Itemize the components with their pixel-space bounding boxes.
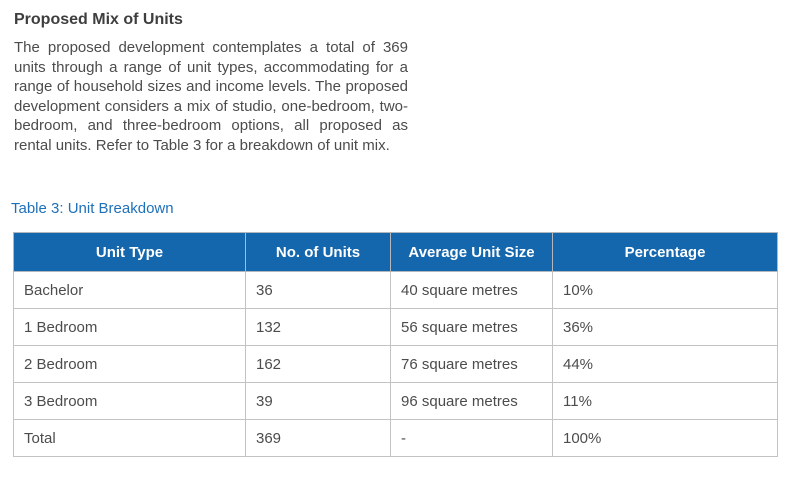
column-header-average-unit-size: Average Unit Size bbox=[390, 232, 553, 272]
column-header-percentage: Percentage bbox=[552, 232, 778, 272]
unit-breakdown-table: Unit Type No. of Units Average Unit Size… bbox=[13, 232, 778, 457]
cell-percentage: 44% bbox=[552, 345, 778, 383]
table-header-row: Unit Type No. of Units Average Unit Size… bbox=[13, 232, 778, 272]
table-row: 1 Bedroom 132 56 square metres 36% bbox=[13, 308, 778, 346]
section-heading: Proposed Mix of Units bbox=[14, 11, 183, 28]
cell-percentage: 36% bbox=[552, 308, 778, 346]
cell-average-unit-size: 76 square metres bbox=[390, 345, 553, 383]
cell-percentage: 100% bbox=[552, 419, 778, 457]
cell-unit-type: 3 Bedroom bbox=[13, 382, 246, 420]
cell-no-of-units: 369 bbox=[245, 419, 391, 457]
column-header-unit-type: Unit Type bbox=[13, 232, 246, 272]
cell-unit-type: Total bbox=[13, 419, 246, 457]
table-row: 2 Bedroom 162 76 square metres 44% bbox=[13, 345, 778, 383]
cell-average-unit-size: 56 square metres bbox=[390, 308, 553, 346]
cell-average-unit-size: 40 square metres bbox=[390, 271, 553, 309]
cell-unit-type: Bachelor bbox=[13, 271, 246, 309]
cell-average-unit-size: 96 square metres bbox=[390, 382, 553, 420]
table-row-total: Total 369 - 100% bbox=[13, 419, 778, 457]
column-header-no-of-units: No. of Units bbox=[245, 232, 391, 272]
table-row: Bachelor 36 40 square metres 10% bbox=[13, 271, 778, 309]
cell-no-of-units: 39 bbox=[245, 382, 391, 420]
cell-percentage: 11% bbox=[552, 382, 778, 420]
body-paragraph: The proposed development contemplates a … bbox=[14, 39, 408, 154]
cell-unit-type: 2 Bedroom bbox=[13, 345, 246, 383]
cell-no-of-units: 132 bbox=[245, 308, 391, 346]
cell-no-of-units: 36 bbox=[245, 271, 391, 309]
cell-average-unit-size: - bbox=[390, 419, 553, 457]
cell-unit-type: 1 Bedroom bbox=[13, 308, 246, 346]
cell-no-of-units: 162 bbox=[245, 345, 391, 383]
document-page: Proposed Mix of Units The proposed devel… bbox=[11, 11, 778, 457]
table-caption: Table 3: Unit Breakdown bbox=[11, 200, 174, 217]
table-row: 3 Bedroom 39 96 square metres 11% bbox=[13, 382, 778, 420]
cell-percentage: 10% bbox=[552, 271, 778, 309]
